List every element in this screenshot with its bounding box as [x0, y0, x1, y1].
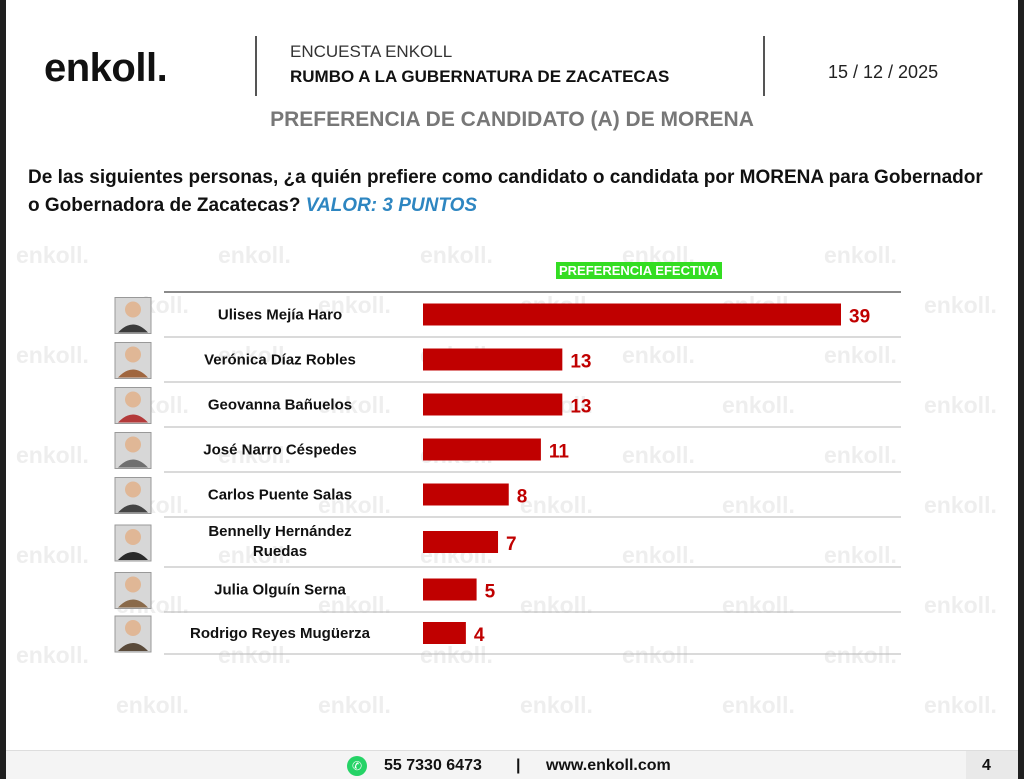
section-title: PREFERENCIA DE CANDIDATO (A) DE MORENA — [270, 108, 754, 131]
candidate-photo-icon — [114, 477, 152, 514]
bar — [423, 483, 509, 506]
question-value-note: VALOR: 3 PUNTOS — [305, 195, 478, 216]
bar — [423, 393, 563, 416]
header-divider — [255, 36, 257, 96]
candidate-name: José Narro Céspedes — [203, 442, 356, 459]
candidate-photo-icon — [114, 387, 152, 424]
bar-value-label: 5 — [485, 582, 496, 603]
candidate-photo-icon — [114, 432, 152, 469]
bar — [423, 578, 477, 601]
bar — [423, 348, 563, 371]
candidate-name: Julia Olguín Serna — [214, 582, 346, 599]
bar — [423, 531, 499, 553]
candidate-photo-icon — [114, 524, 152, 562]
footer-bar: ✆ 55 7330 6473 | www.enkoll.com 4 — [6, 750, 1018, 779]
page-number: 4 — [982, 757, 991, 774]
candidate-name: Geovanna Bañuelos — [208, 397, 352, 414]
survey-subtitle: RUMBO A LA GUBERNATURA DE ZACATECAS — [290, 67, 670, 86]
footer-phone: 55 7330 6473 — [384, 757, 482, 774]
candidate-name: Bennelly Hernández Ruedas — [208, 523, 351, 560]
bar-chart: Ulises Mejía Haro 39 Verónica Díaz Robles 1… — [114, 291, 901, 655]
survey-date: 15 / 12 / 2025 — [828, 62, 939, 82]
candidate-name: Verónica Díaz Robles — [204, 352, 356, 369]
candidate-name: Rodrigo Reyes Mugüerza — [190, 625, 371, 642]
question-text: De las siguientes personas, ¿a quién pre… — [28, 164, 988, 220]
bar — [423, 303, 841, 326]
bar-value-label: 8 — [517, 487, 528, 508]
bar-value-label: 13 — [570, 397, 591, 418]
bar-value-label: 11 — [549, 442, 570, 463]
candidate-photo-icon — [114, 615, 152, 653]
whatsapp-icon: ✆ — [347, 756, 367, 776]
bar-value-label: 39 — [849, 307, 870, 328]
survey-slide: enkoll. enkoll. enkoll. enkoll. enkoll. enkol… — [6, 0, 1018, 779]
bar-value-label: 4 — [474, 625, 485, 646]
candidate-photo-icon — [114, 297, 152, 334]
bar — [423, 622, 466, 644]
footer-separator: | — [516, 757, 521, 774]
bar — [423, 438, 541, 461]
candidate-photo-icon — [114, 342, 152, 379]
enkoll-logo: enkoll. — [44, 46, 168, 90]
bar-value-label: 7 — [506, 534, 517, 555]
question-body: De las siguientes personas, ¿a quién pre… — [28, 167, 983, 216]
footer-website[interactable]: www.enkoll.com — [546, 757, 671, 774]
candidate-name: Carlos Puente Salas — [208, 487, 352, 504]
bar-value-label: 13 — [570, 352, 591, 373]
candidate-name: Ulises Mejía Haro — [218, 307, 342, 324]
survey-name: ENCUESTA ENKOLL — [290, 42, 453, 61]
candidate-photo-icon — [114, 572, 152, 609]
header-divider — [763, 36, 765, 96]
legend-tag: PREFERENCIA EFECTIVA — [556, 262, 722, 279]
page-number-box — [966, 751, 1018, 779]
